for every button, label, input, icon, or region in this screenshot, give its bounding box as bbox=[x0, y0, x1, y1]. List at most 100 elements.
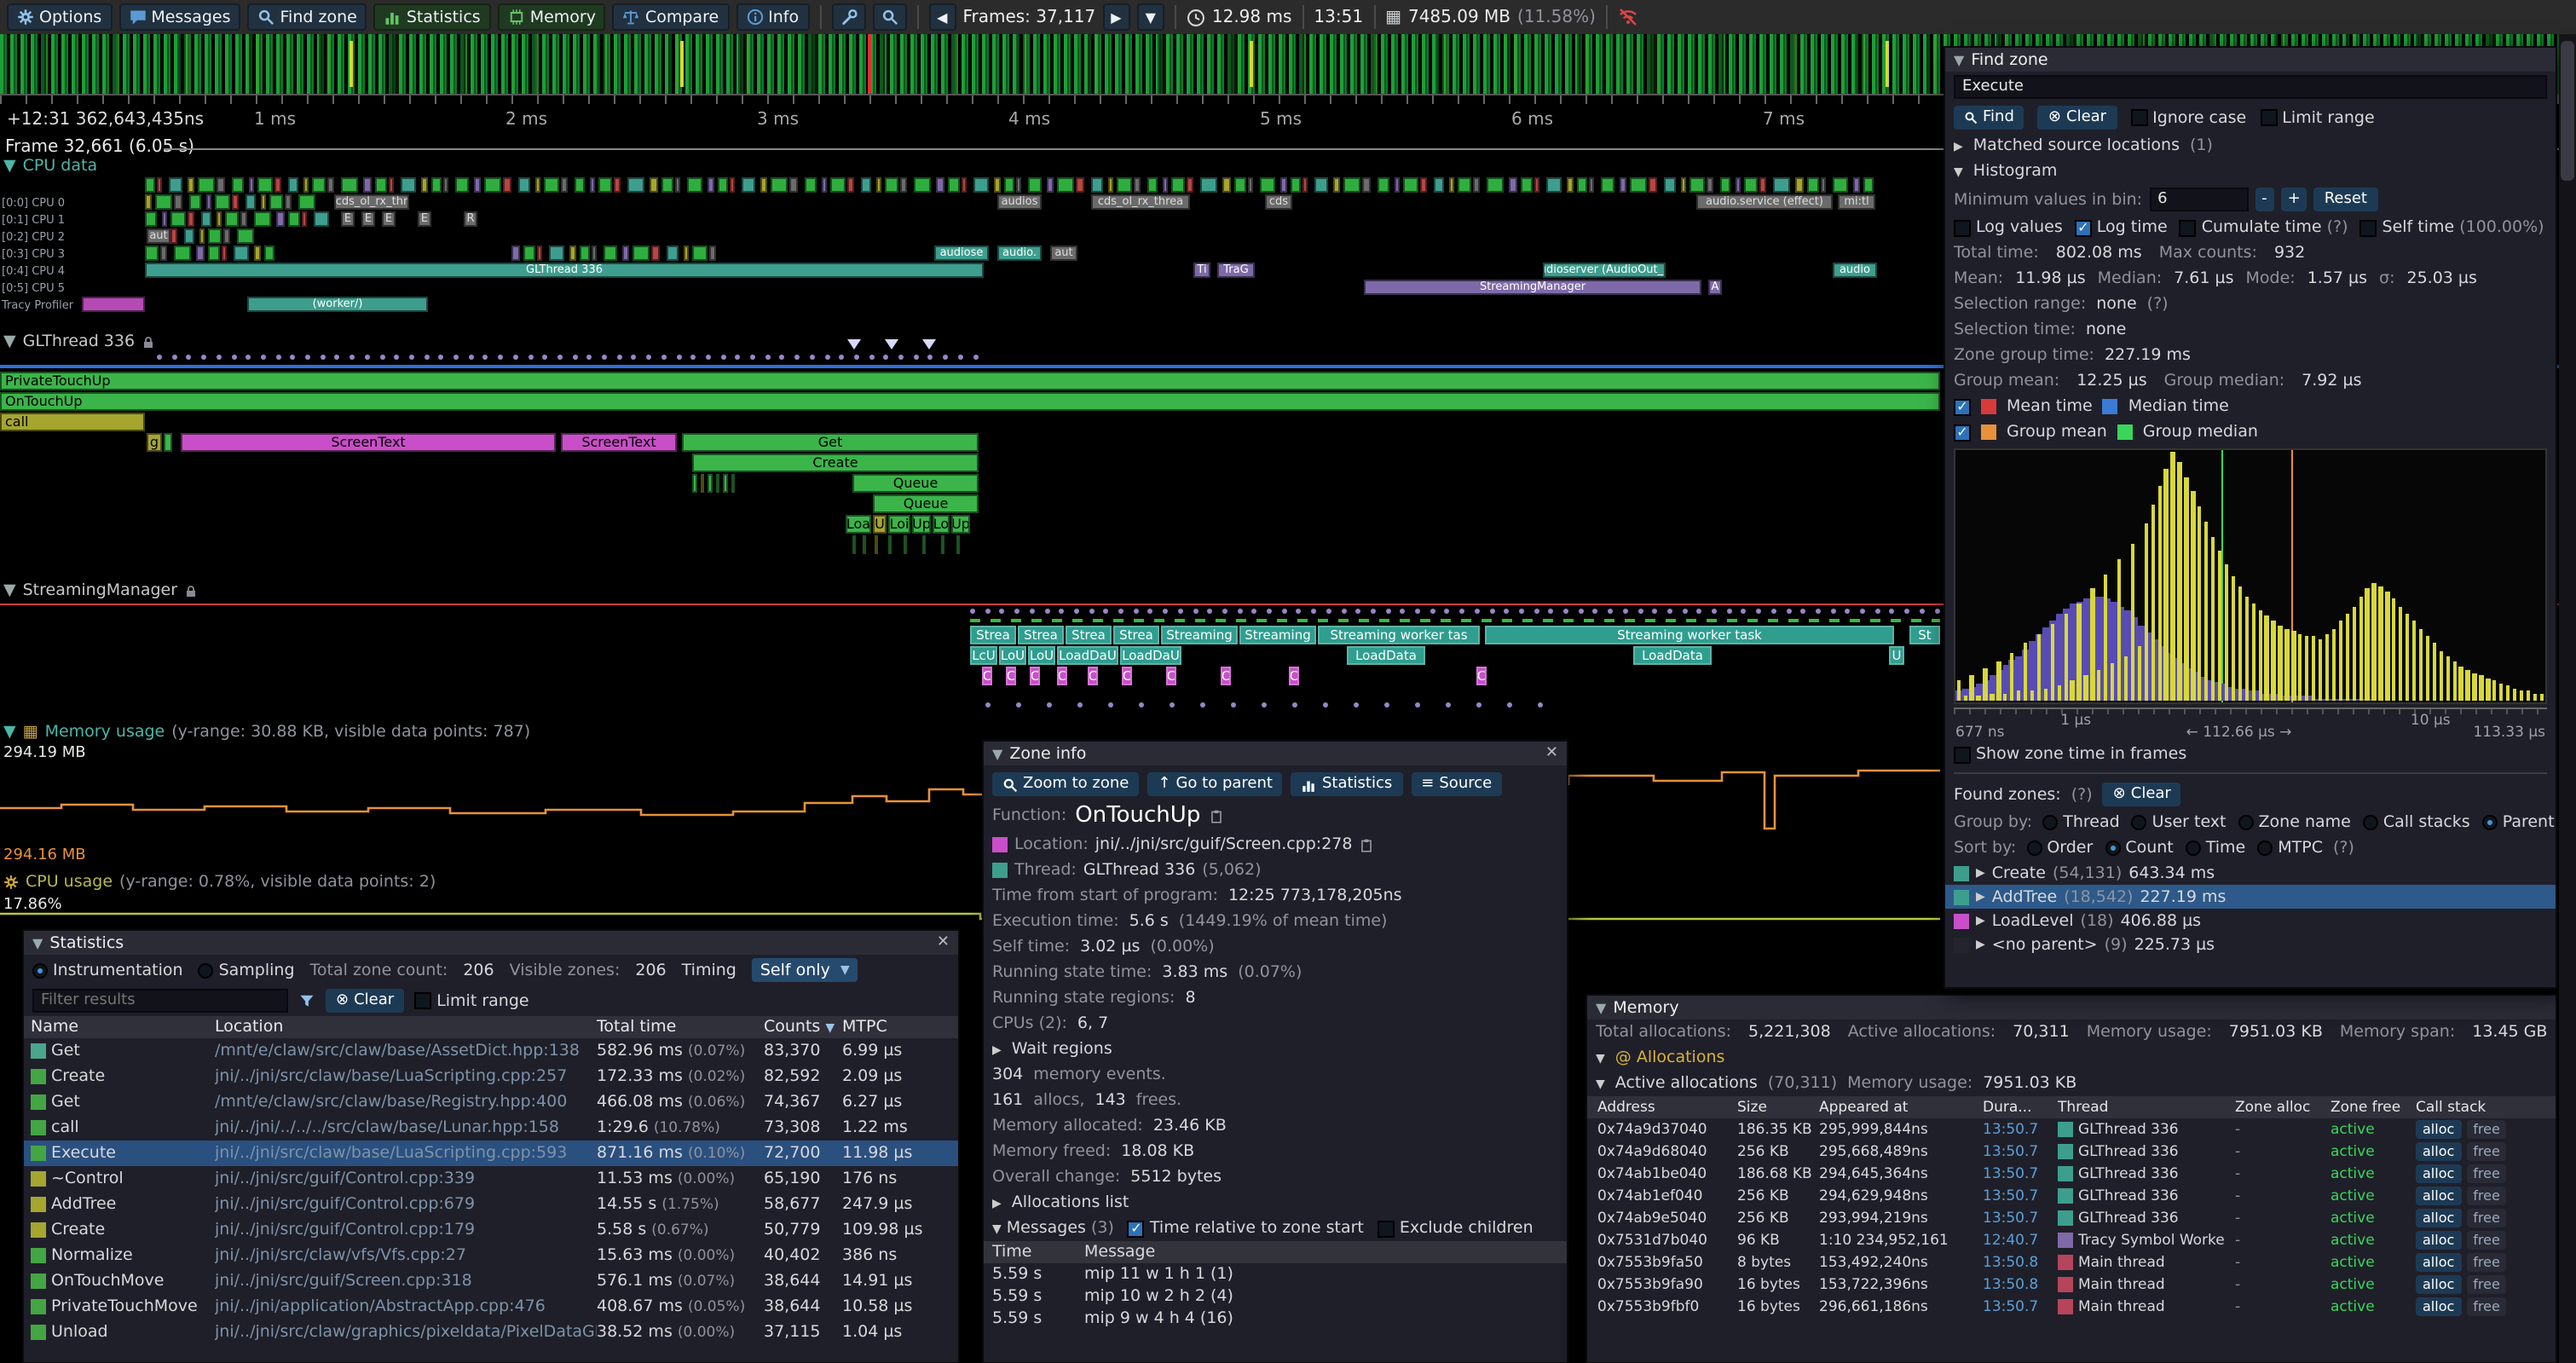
zone-segment[interactable]: C bbox=[1476, 667, 1487, 685]
histogram-bar[interactable] bbox=[2298, 633, 2302, 701]
zone-segment[interactable]: GLThread 336 bbox=[145, 263, 984, 278]
message-dot[interactable] bbox=[1400, 609, 1406, 614]
zone-chip[interactable] bbox=[232, 194, 239, 210]
zone-segment[interactable]: cds_ol_rx_threa bbox=[1091, 194, 1190, 210]
stats-row[interactable]: Unload jni/../jni/src/claw/graphics/pixel… bbox=[24, 1320, 958, 1345]
zone-chip[interactable] bbox=[312, 177, 326, 193]
message-dot[interactable] bbox=[1077, 702, 1083, 707]
message-dot[interactable] bbox=[794, 355, 800, 360]
histogram-bar[interactable] bbox=[2385, 591, 2390, 701]
free-callstack-button[interactable]: free bbox=[2466, 1231, 2507, 1250]
zone-segment[interactable]: C bbox=[1166, 667, 1176, 685]
zone-chip[interactable] bbox=[1567, 177, 1574, 193]
zone-chip[interactable] bbox=[198, 177, 215, 193]
histogram-bar[interactable] bbox=[2204, 521, 2209, 701]
zone-segment[interactable]: St bbox=[1909, 626, 1940, 644]
memory-titlebar[interactable]: ▼ Memory bbox=[1587, 996, 2556, 1019]
histogram-bar[interactable] bbox=[2258, 610, 2262, 701]
message-dot[interactable] bbox=[1341, 609, 1346, 614]
help-icon[interactable]: (?) bbox=[2071, 785, 2093, 804]
message-dot[interactable] bbox=[1014, 609, 1020, 614]
zone-chip[interactable] bbox=[274, 177, 281, 193]
zone-chip[interactable] bbox=[162, 211, 167, 227]
zone-chip[interactable] bbox=[569, 245, 576, 261]
histogram-bar[interactable] bbox=[2070, 680, 2075, 701]
zone-chip[interactable] bbox=[789, 177, 798, 193]
draw-group-checkbox[interactable]: ✓ bbox=[1954, 424, 1971, 441]
vertical-scrollbar[interactable] bbox=[2559, 34, 2576, 1363]
zone-chip[interactable] bbox=[217, 177, 225, 193]
histogram-toggle[interactable]: ▼ Histogram bbox=[1945, 159, 2556, 184]
zone-chip[interactable] bbox=[830, 177, 846, 193]
close-icon[interactable]: ✕ bbox=[1545, 745, 1558, 762]
section-memory-usage[interactable]: ▼ ▦ Memory usage (y-range: 30.88 KB, vis… bbox=[3, 723, 530, 742]
message-dot[interactable] bbox=[1207, 609, 1213, 614]
zone-segment[interactable] bbox=[723, 474, 728, 493]
zone-chip[interactable] bbox=[708, 177, 714, 193]
histogram-bar[interactable] bbox=[1956, 680, 1961, 701]
histogram-bar[interactable] bbox=[2533, 693, 2538, 701]
zone-chip[interactable] bbox=[667, 245, 679, 261]
zone-chip[interactable] bbox=[1057, 177, 1074, 193]
clear-results-button[interactable]: ⊗ Clear bbox=[2037, 106, 2117, 130]
zone-segment[interactable]: Streaming worker tas bbox=[1318, 626, 1480, 644]
histogram-bar[interactable] bbox=[2191, 491, 2196, 701]
message-dot[interactable] bbox=[943, 355, 949, 360]
histogram-bar[interactable] bbox=[2318, 638, 2323, 701]
zone-chip[interactable] bbox=[199, 228, 205, 244]
zone-chip[interactable] bbox=[375, 177, 387, 193]
zone-chip[interactable] bbox=[503, 177, 511, 193]
statistics-button[interactable]: Statistics bbox=[373, 3, 491, 31]
message-dot[interactable] bbox=[1666, 609, 1672, 614]
histogram-bar[interactable] bbox=[2432, 643, 2437, 701]
zone-segment[interactable]: call bbox=[0, 413, 145, 431]
zone-chip[interactable] bbox=[249, 177, 254, 193]
zone-chip[interactable] bbox=[431, 177, 442, 193]
message-dot[interactable] bbox=[646, 355, 652, 360]
zone-segment[interactable]: E bbox=[418, 211, 431, 227]
zone-segment[interactable]: audiose bbox=[934, 245, 989, 261]
allocation-row[interactable]: 0x74a9d37040 186.35 KB 295,999,844ns 13:50.… bbox=[1587, 1118, 2556, 1141]
message-dot[interactable] bbox=[498, 355, 504, 360]
zone-chip[interactable] bbox=[160, 245, 167, 261]
funnel-icon[interactable] bbox=[298, 992, 315, 1009]
message-dot[interactable] bbox=[1311, 609, 1317, 614]
stats-row[interactable]: AddTree jni/../jni/src/guif/Control.cpp:6… bbox=[24, 1192, 958, 1217]
zone-chip[interactable] bbox=[760, 177, 767, 193]
histogram-bar[interactable] bbox=[1996, 661, 2001, 701]
message-dot[interactable] bbox=[690, 355, 696, 360]
message-dot[interactable] bbox=[1133, 609, 1139, 614]
zone-chip[interactable] bbox=[936, 177, 944, 193]
clipboard-icon[interactable] bbox=[1360, 836, 1375, 853]
found-zone-row[interactable]: ▶ LoadLevel (18) 406.88 µs bbox=[1945, 909, 2556, 933]
allocation-row[interactable]: 0x74ab1ef040 256 KB 294,629,948ns 13:50.7 GL… bbox=[1587, 1185, 2556, 1207]
zone-chip[interactable] bbox=[1260, 177, 1275, 193]
zone-segment[interactable]: Loa bbox=[846, 515, 871, 534]
zone-chip[interactable] bbox=[145, 177, 155, 193]
free-callstack-button[interactable]: free bbox=[2466, 1209, 2507, 1227]
message-dot[interactable] bbox=[1504, 609, 1510, 614]
column-header[interactable]: MTPC bbox=[842, 1018, 887, 1037]
sampling-radio[interactable]: Sampling bbox=[198, 961, 295, 979]
message-dot[interactable] bbox=[482, 355, 488, 360]
message-dot[interactable] bbox=[1533, 609, 1539, 614]
zone-chip[interactable] bbox=[1449, 177, 1454, 193]
filter-input[interactable] bbox=[32, 989, 288, 1013]
alloc-callstack-button[interactable]: alloc bbox=[2416, 1187, 2462, 1205]
memory-usage-graph[interactable] bbox=[0, 747, 1940, 846]
histogram-bar[interactable] bbox=[2352, 606, 2356, 701]
message-dot[interactable] bbox=[528, 355, 533, 360]
message-row[interactable]: 5.59 s mip 9 w 4 h 4 (16) bbox=[984, 1308, 1567, 1330]
message-dot[interactable] bbox=[1200, 702, 1205, 707]
ignore-case-checkbox[interactable]: Ignore case bbox=[2130, 108, 2246, 127]
zone-segment[interactable]: cds_ol_rx_thr bbox=[334, 194, 409, 210]
message-dot[interactable] bbox=[705, 355, 711, 360]
zone-chip[interactable] bbox=[651, 245, 660, 261]
zone-segment[interactable]: ScreenText bbox=[181, 433, 556, 452]
zone-chip[interactable] bbox=[217, 211, 222, 227]
message-dot[interactable] bbox=[542, 355, 548, 360]
zone-chip[interactable] bbox=[590, 177, 595, 193]
message-dot[interactable] bbox=[1108, 702, 1113, 707]
message-dot[interactable] bbox=[394, 355, 400, 360]
zone-chip[interactable] bbox=[276, 211, 285, 227]
